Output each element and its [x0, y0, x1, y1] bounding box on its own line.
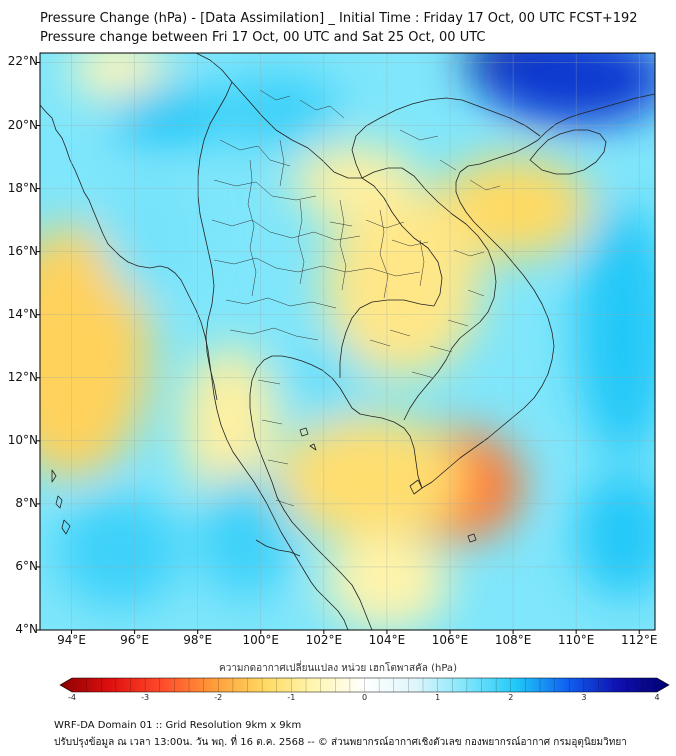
- border-thailand-cambodia: [339, 299, 435, 378]
- mainland-coastline: [40, 104, 349, 630]
- border-myanmar-thailand: [197, 81, 233, 401]
- map-title: Pressure Change (hPa) - [Data Assimilati…: [40, 11, 638, 26]
- lat-label-4n: 4°N: [15, 622, 38, 636]
- map-subtitle: Pressure change between Fri 17 Oct, 00 U…: [40, 30, 486, 45]
- pressure-anomaly-blob: [109, 84, 223, 148]
- pressure-anomaly-blob: [213, 71, 340, 148]
- colorbar-bar: [59, 677, 670, 693]
- colorbar: [59, 677, 670, 693]
- pressure-anomaly-blob: [292, 144, 419, 221]
- plot-frame: [39, 52, 656, 631]
- lon-label-104e: 104°E: [368, 633, 406, 647]
- lon-label-94e: 94°E: [57, 633, 86, 647]
- con-dao-islands: [467, 533, 477, 543]
- footer-credit: ปรับปรุงข้อมูล ณ เวลา 13:00น. วัน พฤ. ที…: [54, 737, 627, 748]
- colorbar-tick-label: 2: [508, 693, 514, 702]
- andaman-islands: [51, 469, 71, 535]
- axis-ticks: [36, 61, 640, 634]
- border-laos-vietnam: [361, 167, 497, 323]
- footer-model-info: WRF-DA Domain 01 :: Grid Resolution 9km …: [54, 720, 302, 731]
- pressure-anomaly-blob: [576, 204, 655, 457]
- lon-label-108e: 108°E: [494, 633, 532, 647]
- pressure-anomaly-blob: [276, 415, 466, 542]
- lat-label-12n: 12°N: [7, 369, 38, 384]
- pressure-change-field: [40, 53, 655, 630]
- lon-label-102e: 102°E: [305, 633, 343, 647]
- phu-quoc-island: [409, 479, 423, 495]
- lon-label-106e: 106°E: [431, 633, 469, 647]
- border-thailand-laos: [231, 81, 443, 307]
- colorbar-tick-label: 0: [361, 693, 368, 702]
- hainan-island: [529, 129, 607, 175]
- lat-label-18n: 18°N: [7, 180, 38, 195]
- lat-label-20n: 20°N: [7, 117, 38, 132]
- pressure-anomaly-blob: [576, 472, 655, 599]
- pressure-anomaly-blob: [323, 188, 482, 378]
- lon-label-96e: 96°E: [120, 633, 150, 647]
- pressure-anomaly-blob: [40, 226, 151, 479]
- border-thailand-malaysia: [255, 539, 301, 557]
- colorbar-tick-label: 1: [435, 693, 441, 702]
- colorbar-tick-label: 3: [581, 693, 587, 702]
- border-china-vietnam: [351, 97, 541, 179]
- field-layer: [40, 53, 655, 630]
- lat-label-22n: 22°N: [7, 54, 38, 69]
- samui-islands: [299, 427, 317, 451]
- border-cambodia-vietnam: [403, 321, 481, 421]
- colorbar-title: ความกดอากาศเปลี่ยนแปลง หน่วย เฮกโตพาสคัล…: [219, 663, 457, 674]
- lat-label-10n: 10°N: [7, 432, 38, 447]
- lon-label-112e: 112°E: [620, 633, 658, 647]
- border-myanmar-china: [195, 53, 233, 83]
- pressure-anomaly-blob: [103, 172, 198, 299]
- lat-label-8n: 8°N: [15, 495, 38, 510]
- lon-label-100e: 100°E: [242, 633, 280, 647]
- pressure-anomaly-blob: [481, 53, 655, 126]
- lat-label-6n: 6°N: [15, 558, 38, 573]
- colorbar-tick-label: -3: [141, 693, 150, 702]
- colorbar-tick-label: -1: [287, 693, 296, 702]
- lon-label-110e: 110°E: [557, 633, 595, 647]
- lon-label-98e: 98°E: [183, 633, 213, 647]
- lat-label-16n: 16°N: [7, 243, 38, 258]
- coastlines-and-borders: [40, 53, 655, 630]
- colorbar-tick-label: -2: [214, 693, 223, 702]
- pressure-anomaly-blob: [197, 472, 293, 599]
- gulf-of-thailand-coast: [249, 93, 655, 630]
- lat-label-14n: 14°N: [7, 306, 38, 321]
- province-boundaries: [211, 89, 501, 507]
- pressure-anomaly-blob: [181, 346, 277, 504]
- colorbar-tick-label: -4: [68, 693, 76, 702]
- colorbar-tick-label: 4: [654, 693, 660, 702]
- pressure-anomaly-blob: [55, 494, 182, 608]
